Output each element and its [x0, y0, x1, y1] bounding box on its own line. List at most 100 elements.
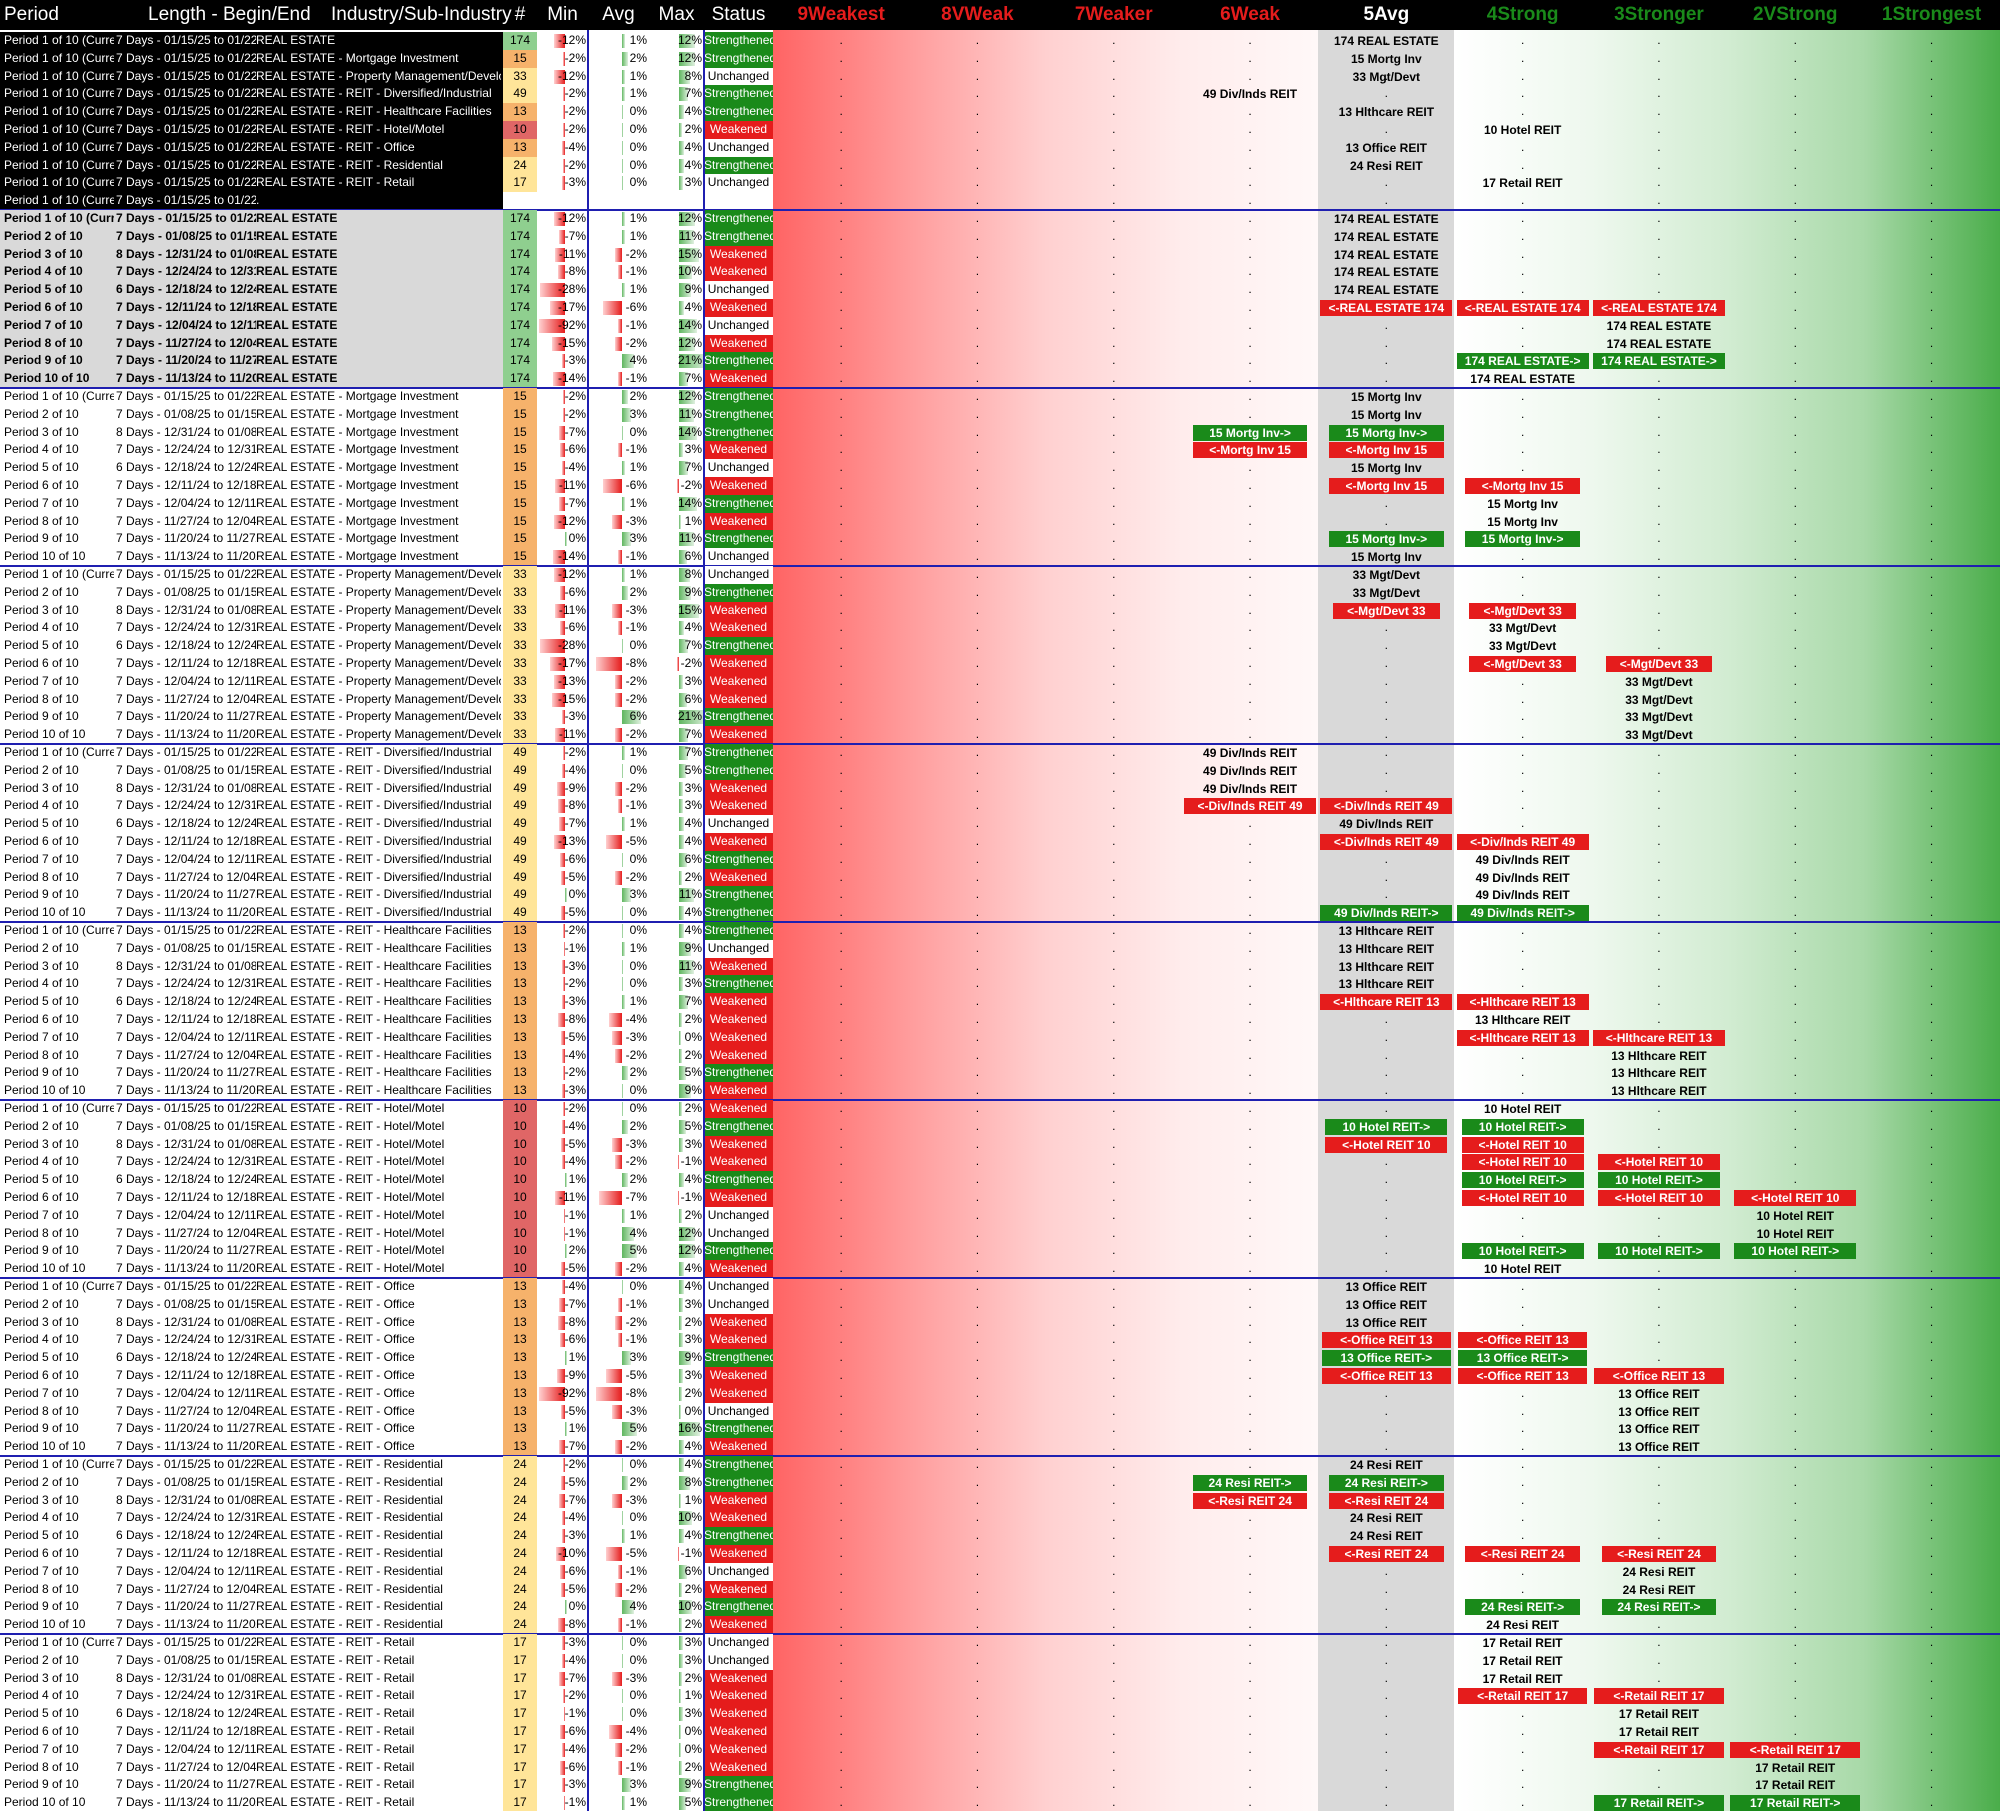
header-bucket-7[interactable]: 3Stronger [1614, 4, 1704, 25]
header-bucket-6[interactable]: 4Strong [1486, 4, 1559, 25]
table-row[interactable]: Period 10 of 10 7 Days - 11/13/24 to 11/2… [0, 1794, 2000, 1811]
table-row[interactable]: Period 10 of 10 7 Days - 11/13/24 to 11/2… [0, 1082, 2000, 1100]
table-row[interactable]: Period 1 of 10 (Current)7 Days - 01/15/2… [0, 744, 2000, 762]
header-bucket-2[interactable]: 8VWeak [941, 4, 1014, 25]
table-row[interactable]: Period 9 of 10 7 Days - 11/20/24 to 11/27… [0, 1242, 2000, 1261]
header-bucket-4[interactable]: 6Weak [1220, 4, 1280, 25]
table-row[interactable]: Period 9 of 10 7 Days - 11/20/24 to 11/27… [0, 1064, 2000, 1083]
header-min[interactable]: Min [547, 4, 578, 25]
table-row[interactable]: Period 1 of 10 (Current)7 Days - 01/15/2… [0, 121, 2000, 139]
table-row[interactable]: Period 10 of 10 7 Days - 11/13/24 to 11/2… [0, 904, 2000, 922]
header-period[interactable]: Period [4, 4, 59, 25]
table-row[interactable]: Period 10 of 10 7 Days - 11/13/24 to 11/2… [0, 548, 2000, 566]
header-status[interactable]: Status [711, 4, 766, 25]
table-row[interactable]: Period 1 of 10 (Current)7 Days - 01/15/2… [0, 156, 2000, 175]
table-row[interactable]: Period 5 of 106 Days - 12/18/24 to 12/24… [0, 281, 2000, 299]
table-row[interactable]: Period 1 of 10 (Current)7 Days - 01/15/2… [0, 1456, 2000, 1474]
header-bucket-5[interactable]: 5Avg [1363, 4, 1410, 25]
table-row[interactable]: Period 9 of 10 7 Days - 11/20/24 to 11/27… [0, 708, 2000, 727]
header-count[interactable]: # [514, 4, 526, 25]
table-row[interactable]: Period 10 of 10 7 Days - 11/13/24 to 11/2… [0, 1616, 2000, 1634]
header-industry[interactable]: Industry/Sub-Industry [331, 4, 512, 25]
table-row[interactable]: Period 10 of 10 7 Days - 11/13/24 to 11/2… [0, 726, 2000, 744]
table-row[interactable]: Period 3 of 108 Days - 12/31/24 to 01/08… [0, 245, 2000, 264]
table-row[interactable]: Period 9 of 10 7 Days - 11/20/24 to 11/27… [0, 530, 2000, 549]
table-row[interactable]: Period 2 of 107 Days - 01/08/25 to 01/15… [0, 227, 2000, 246]
header-avg[interactable]: Avg [602, 4, 635, 25]
table-row[interactable]: Period 10 of 10 7 Days - 11/13/24 to 11/2… [0, 1438, 2000, 1456]
table-row[interactable]: Period 7 of 107 Days - 12/04/24 to 12/11… [0, 316, 2000, 335]
table-row[interactable]: Period 1 of 10 (Current)7 Days - 01/15/2… [0, 388, 2000, 406]
table-row[interactable]: Period 9 of 10 7 Days - 11/20/24 to 11/27… [0, 1598, 2000, 1617]
header-bucket-3[interactable]: 7Weaker [1074, 4, 1153, 25]
header-length[interactable]: Length - Begin/End [148, 4, 311, 25]
table-row[interactable]: Period 1 of 10 (Current)7 Days - 01/15/2… [0, 49, 2000, 68]
table-row[interactable]: Period 1 of 10 (Current)7 Days - 01/15/2… [0, 566, 2000, 584]
table-row[interactable]: Period 1 of 10 (Current)7 Days - 01/15/2… [0, 174, 2000, 193]
table-row[interactable]: Period 6 of 107 Days - 12/11/24 to 12/18… [0, 299, 2000, 317]
table-row[interactable]: Period 10 of 10 7 Days - 11/13/24 to 11/2… [0, 370, 2000, 388]
table-row[interactable]: Period 1 of 10 (Current)7 Days - 01/15/2… [0, 85, 2000, 104]
header-bucket-8[interactable]: 2VStrong [1753, 4, 1838, 25]
table-row[interactable]: Period 1 of 10 (Current)7 Days - 01/15/2… [0, 32, 2000, 50]
table-row[interactable]: Period 1 of 10 (Current)7 Days - 01/15/2… [0, 1100, 2000, 1118]
header-bucket-9[interactable]: 1Strongest [1881, 4, 1982, 25]
table-row[interactable]: Period 1 of 10 (Current)7 Days - 01/15/2… [0, 1634, 2000, 1652]
table-row[interactable]: Period 1 of 10 (Current)7 Days - 01/15/2… [0, 210, 2000, 228]
table-row[interactable]: Period 1 of 10 (Current)7 Days - 01/15/2… [0, 67, 2000, 86]
table-row[interactable]: Period 9 of 10 7 Days - 11/20/24 to 11/27… [0, 1776, 2000, 1795]
table-row[interactable]: Period 1 of 10 (Current)7 Days - 01/15/2… [0, 922, 2000, 940]
table-row[interactable]: Period 1 of 10 (Current)7 Days - 01/15/2… [0, 138, 2000, 157]
table-row[interactable]: Period 1 of 10 (Current)7 Days - 01/15/2… [0, 1278, 2000, 1296]
